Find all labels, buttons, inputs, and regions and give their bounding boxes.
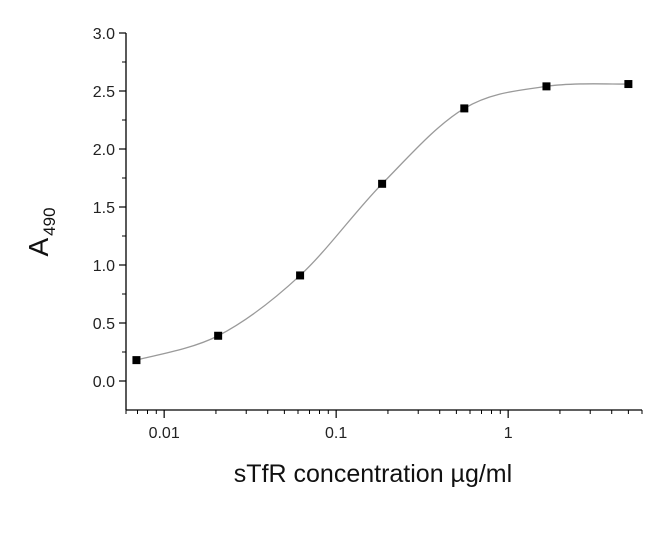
markers: [132, 80, 633, 365]
axes: [125, 33, 642, 411]
x-tick-label: 0.1: [325, 425, 347, 442]
data-point: [132, 356, 141, 365]
data-point: [624, 80, 633, 89]
y-axis-label-main: A: [23, 238, 54, 257]
y-tick-label: 0.5: [93, 316, 115, 333]
data-point: [214, 331, 223, 340]
y-tick-label: 1.5: [93, 200, 115, 217]
y-axis-label-subscript: 490: [40, 207, 59, 235]
data-point: [542, 82, 551, 91]
y-ticks: 0.0 0.5 1.0 1.5 2.0 2.5 3.0: [93, 26, 126, 391]
x-ticks: 0.01 0.1 1: [125, 410, 643, 442]
y-tick-label: 3.0: [93, 26, 115, 43]
x-tick-label: 1: [504, 425, 513, 442]
y-tick-label: 2.5: [93, 84, 115, 101]
data-point: [460, 104, 469, 113]
x-axis-label: sTfR concentration µg/ml: [234, 460, 512, 488]
y-axis-label: A 490: [23, 207, 59, 256]
y-tick-label: 1.0: [93, 258, 115, 275]
y-tick-label: 2.0: [93, 142, 115, 159]
series-line: [136, 83, 629, 361]
x-tick-label: 0.01: [149, 425, 180, 442]
y-tick-label: 0.0: [93, 374, 115, 391]
data-point: [378, 179, 387, 188]
data-point: [296, 271, 305, 280]
